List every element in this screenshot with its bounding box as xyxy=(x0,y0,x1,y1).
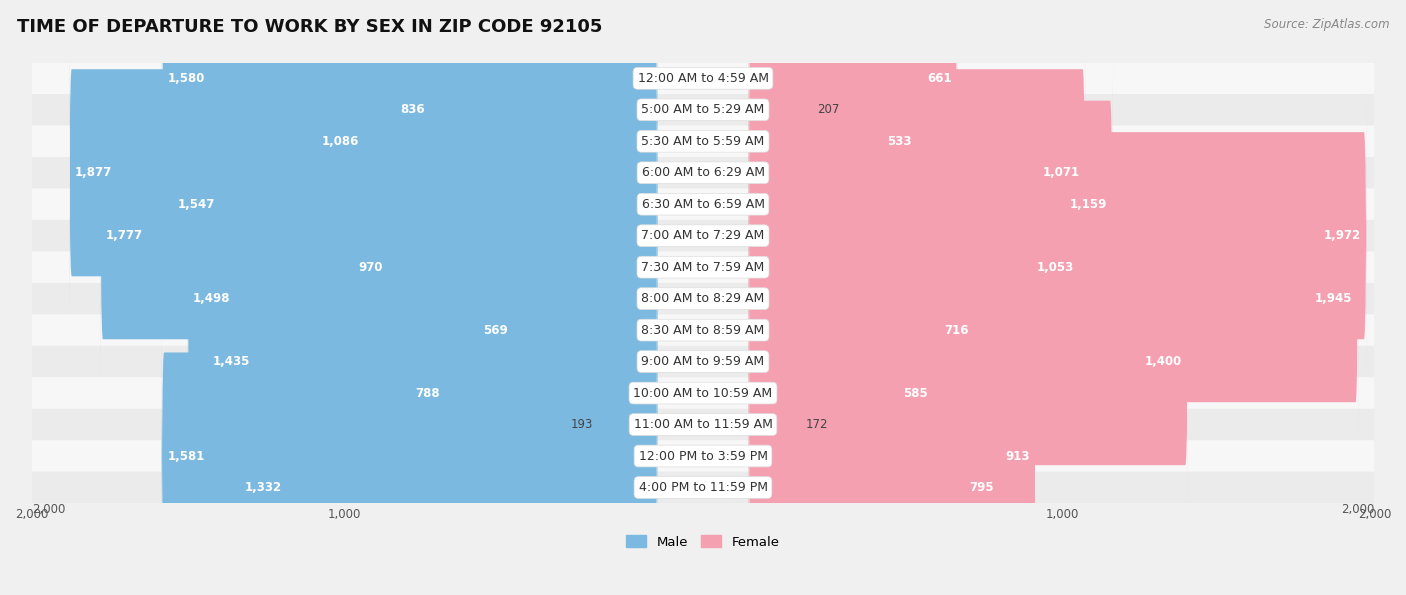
Text: 4:00 PM to 11:59 PM: 4:00 PM to 11:59 PM xyxy=(638,481,768,494)
Text: 795: 795 xyxy=(969,481,994,494)
Text: 6:00 AM to 6:29 AM: 6:00 AM to 6:29 AM xyxy=(641,166,765,179)
Text: 716: 716 xyxy=(945,324,969,337)
FancyBboxPatch shape xyxy=(749,339,1000,595)
Text: 9:00 AM to 9:59 AM: 9:00 AM to 9:59 AM xyxy=(641,355,765,368)
FancyBboxPatch shape xyxy=(749,119,1080,415)
Text: 913: 913 xyxy=(1005,450,1031,462)
Text: 1,777: 1,777 xyxy=(105,229,143,242)
FancyBboxPatch shape xyxy=(32,314,1374,346)
FancyBboxPatch shape xyxy=(316,0,657,290)
Text: TIME OF DEPARTURE TO WORK BY SEX IN ZIP CODE 92105: TIME OF DEPARTURE TO WORK BY SEX IN ZIP … xyxy=(17,18,602,36)
FancyBboxPatch shape xyxy=(162,308,657,595)
FancyBboxPatch shape xyxy=(32,94,1374,126)
Text: 1,053: 1,053 xyxy=(1036,261,1074,274)
FancyBboxPatch shape xyxy=(207,214,657,510)
Legend: Male, Female: Male, Female xyxy=(621,530,785,554)
FancyBboxPatch shape xyxy=(478,182,657,478)
Text: 1,159: 1,159 xyxy=(1070,198,1107,211)
Text: 836: 836 xyxy=(399,104,425,116)
Text: 569: 569 xyxy=(484,324,508,337)
FancyBboxPatch shape xyxy=(172,56,657,352)
Text: 1,581: 1,581 xyxy=(167,450,205,462)
FancyBboxPatch shape xyxy=(32,283,1374,314)
Text: 533: 533 xyxy=(887,135,911,148)
Text: 1,877: 1,877 xyxy=(75,166,112,179)
FancyBboxPatch shape xyxy=(409,245,657,541)
FancyBboxPatch shape xyxy=(32,220,1374,252)
Text: 2,000: 2,000 xyxy=(1341,503,1374,516)
Text: Source: ZipAtlas.com: Source: ZipAtlas.com xyxy=(1264,18,1389,31)
Text: 8:00 AM to 8:29 AM: 8:00 AM to 8:29 AM xyxy=(641,292,765,305)
Text: 1,945: 1,945 xyxy=(1315,292,1353,305)
FancyBboxPatch shape xyxy=(749,0,957,227)
Text: 7:30 AM to 7:59 AM: 7:30 AM to 7:59 AM xyxy=(641,261,765,274)
Text: 970: 970 xyxy=(359,261,382,274)
FancyBboxPatch shape xyxy=(749,0,815,258)
FancyBboxPatch shape xyxy=(749,151,1358,447)
Text: 11:00 AM to 11:59 AM: 11:00 AM to 11:59 AM xyxy=(634,418,772,431)
FancyBboxPatch shape xyxy=(749,24,1085,321)
FancyBboxPatch shape xyxy=(32,252,1374,283)
FancyBboxPatch shape xyxy=(32,126,1374,157)
Text: 1,435: 1,435 xyxy=(212,355,250,368)
Text: 5:30 AM to 5:59 AM: 5:30 AM to 5:59 AM xyxy=(641,135,765,148)
FancyBboxPatch shape xyxy=(32,189,1374,220)
FancyBboxPatch shape xyxy=(749,276,804,573)
Text: 10:00 AM to 10:59 AM: 10:00 AM to 10:59 AM xyxy=(634,387,772,400)
FancyBboxPatch shape xyxy=(69,24,657,321)
FancyBboxPatch shape xyxy=(32,472,1374,503)
FancyBboxPatch shape xyxy=(100,87,657,384)
FancyBboxPatch shape xyxy=(749,0,917,290)
Text: 1,580: 1,580 xyxy=(167,72,205,85)
FancyBboxPatch shape xyxy=(749,87,1367,384)
FancyBboxPatch shape xyxy=(32,62,1374,94)
Text: 12:00 AM to 4:59 AM: 12:00 AM to 4:59 AM xyxy=(637,72,769,85)
Text: 8:30 AM to 8:59 AM: 8:30 AM to 8:59 AM xyxy=(641,324,765,337)
Text: 1,547: 1,547 xyxy=(177,198,215,211)
FancyBboxPatch shape xyxy=(749,308,1036,595)
Text: 1,071: 1,071 xyxy=(1042,166,1080,179)
Text: 1,332: 1,332 xyxy=(245,481,283,494)
FancyBboxPatch shape xyxy=(32,157,1374,189)
Text: 193: 193 xyxy=(571,418,593,431)
Text: 585: 585 xyxy=(903,387,928,400)
Text: 1,086: 1,086 xyxy=(322,135,359,148)
FancyBboxPatch shape xyxy=(32,409,1374,440)
FancyBboxPatch shape xyxy=(749,182,974,478)
FancyBboxPatch shape xyxy=(749,245,934,541)
Text: 1,498: 1,498 xyxy=(193,292,231,305)
FancyBboxPatch shape xyxy=(32,346,1374,377)
FancyBboxPatch shape xyxy=(187,151,657,447)
Text: 1,400: 1,400 xyxy=(1144,355,1182,368)
FancyBboxPatch shape xyxy=(353,119,657,415)
FancyBboxPatch shape xyxy=(394,0,657,258)
FancyBboxPatch shape xyxy=(162,0,657,227)
Text: 2,000: 2,000 xyxy=(32,503,65,516)
FancyBboxPatch shape xyxy=(32,440,1374,472)
FancyBboxPatch shape xyxy=(749,56,1112,352)
Text: 5:00 AM to 5:29 AM: 5:00 AM to 5:29 AM xyxy=(641,104,765,116)
FancyBboxPatch shape xyxy=(749,214,1188,510)
FancyBboxPatch shape xyxy=(595,276,657,573)
Text: 12:00 PM to 3:59 PM: 12:00 PM to 3:59 PM xyxy=(638,450,768,462)
Text: 788: 788 xyxy=(415,387,440,400)
Text: 661: 661 xyxy=(927,72,952,85)
FancyBboxPatch shape xyxy=(32,377,1374,409)
Text: 172: 172 xyxy=(806,418,828,431)
Text: 6:30 AM to 6:59 AM: 6:30 AM to 6:59 AM xyxy=(641,198,765,211)
Text: 7:00 AM to 7:29 AM: 7:00 AM to 7:29 AM xyxy=(641,229,765,242)
Text: 207: 207 xyxy=(817,104,839,116)
FancyBboxPatch shape xyxy=(239,339,657,595)
Text: 1,972: 1,972 xyxy=(1323,229,1361,242)
